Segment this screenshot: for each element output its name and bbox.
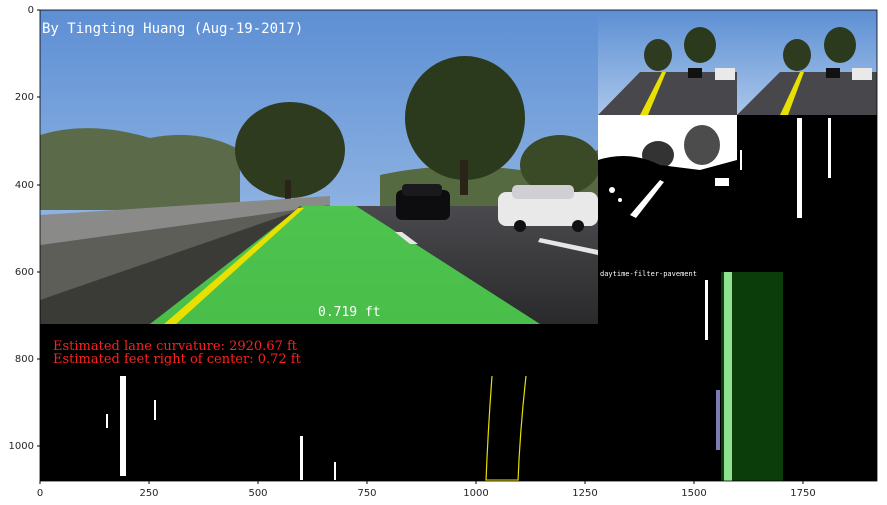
thumbnail-undistorted bbox=[737, 10, 877, 115]
x-tick-label: 1250 bbox=[572, 488, 597, 499]
x-tick-label: 250 bbox=[139, 488, 158, 499]
black-car bbox=[396, 184, 450, 220]
y-tick-label: 400 bbox=[15, 180, 34, 191]
x-tick-label: 750 bbox=[357, 488, 376, 499]
thumbnail-original bbox=[598, 10, 737, 115]
x-tick-label: 1750 bbox=[790, 488, 815, 499]
sliding-window-panel bbox=[705, 272, 783, 481]
lane-area-overlay bbox=[150, 206, 540, 324]
x-tick-label: 1500 bbox=[681, 488, 706, 499]
y-tick-label: 1000 bbox=[9, 441, 34, 452]
main-camera-frame: By Tingting Huang (Aug-19-2017) 0.719 ft bbox=[40, 10, 600, 324]
credit-label: By Tingting Huang (Aug-19-2017) bbox=[42, 21, 303, 37]
left-lane-line bbox=[164, 208, 304, 324]
white-car bbox=[498, 185, 598, 232]
axes-frame bbox=[39, 9, 878, 482]
birds-eye-binary-panel bbox=[737, 115, 877, 270]
x-tick-label: 0 bbox=[37, 488, 43, 499]
y-tick-label: 0 bbox=[28, 5, 34, 16]
center-offset-label: 0.719 ft bbox=[318, 305, 381, 320]
y-tick-label: 200 bbox=[15, 92, 34, 103]
fitted-lane-lines bbox=[485, 375, 527, 481]
x-axis: 0 250 500 750 1000 1250 1500 1750 bbox=[37, 481, 816, 499]
y-tick-label: 600 bbox=[15, 267, 34, 278]
binary-threshold-panel bbox=[598, 115, 737, 220]
x-tick-label: 1000 bbox=[463, 488, 488, 499]
offset-estimate: Estimated feet right of center: 0.72 ft bbox=[53, 352, 302, 367]
panel-caption: daytime-filter-pavement bbox=[600, 270, 697, 278]
warped-binary-panel bbox=[106, 376, 336, 480]
y-tick-label: 800 bbox=[15, 354, 34, 365]
curvature-estimate: Estimated lane curvature: 2920.67 ft bbox=[53, 339, 298, 354]
y-axis: 0 200 400 600 800 1000 bbox=[9, 5, 40, 452]
x-tick-label: 500 bbox=[248, 488, 267, 499]
